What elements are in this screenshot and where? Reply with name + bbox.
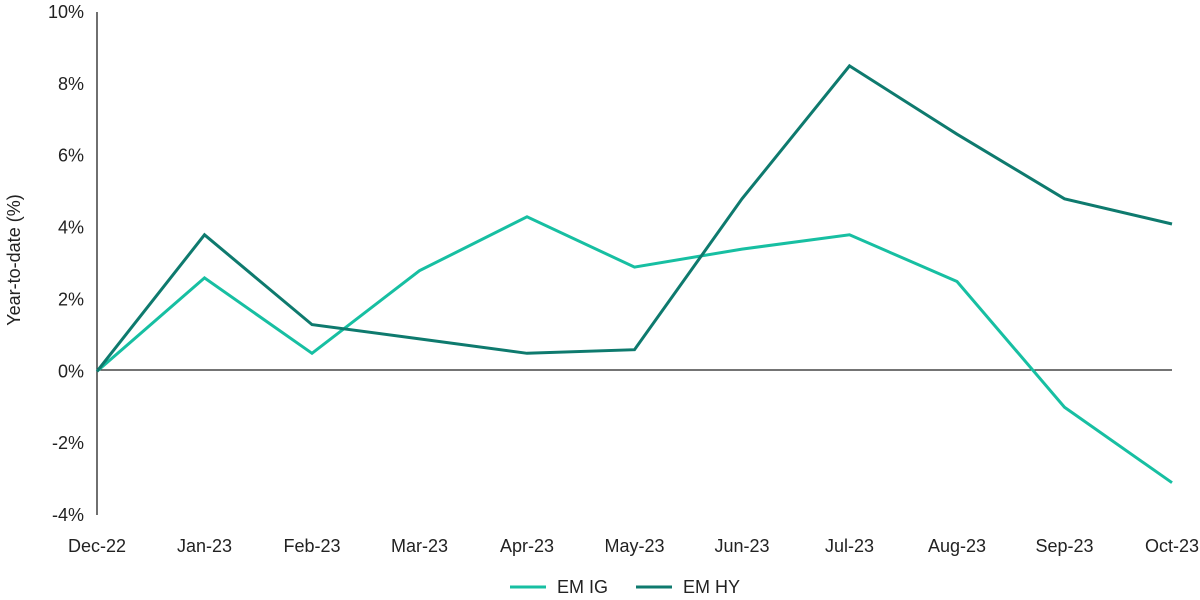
x-tick-label: Mar-23 xyxy=(391,536,448,556)
x-tick-label: May-23 xyxy=(604,536,664,556)
legend: EM IG EM HY xyxy=(510,577,740,597)
x-tick-labels: Dec-22 Jan-23 Feb-23 Mar-23 Apr-23 May-23 Jun-… xyxy=(68,536,1199,556)
legend-item-em-hy: EM HY xyxy=(636,577,740,597)
series-lines xyxy=(95,63,1173,484)
x-tick-label: Jul-23 xyxy=(825,536,874,556)
y-tick-label: 0% xyxy=(58,361,84,381)
x-tick-label: Aug-23 xyxy=(928,536,986,556)
x-tick-label: Jan-23 xyxy=(177,536,232,556)
y-tick-label: 8% xyxy=(58,74,84,94)
y-tick-labels: 10% 8% 6% 4% 2% 0% -2% -4% xyxy=(48,2,84,525)
y-axis-title: Year-to-date (%) xyxy=(4,194,24,325)
series-line-em-ig xyxy=(96,215,1173,484)
y-tick-label: -2% xyxy=(52,433,84,453)
y-tick-label: 6% xyxy=(58,146,84,166)
x-tick-label: Jun-23 xyxy=(714,536,769,556)
y-tick-label: -4% xyxy=(52,505,84,525)
legend-item-em-ig: EM IG xyxy=(510,577,608,597)
series-line-em-hy xyxy=(95,63,1173,373)
y-tick-label: 4% xyxy=(58,218,84,238)
x-tick-label: Oct-23 xyxy=(1145,536,1199,556)
x-tick-label: Apr-23 xyxy=(500,536,554,556)
y-tick-label: 2% xyxy=(58,289,84,309)
legend-label: EM HY xyxy=(683,577,740,597)
legend-label: EM IG xyxy=(557,577,608,597)
x-tick-label: Feb-23 xyxy=(283,536,340,556)
y-tick-label: 10% xyxy=(48,2,84,22)
x-tick-label: Dec-22 xyxy=(68,536,126,556)
x-tick-label: Sep-23 xyxy=(1035,536,1093,556)
